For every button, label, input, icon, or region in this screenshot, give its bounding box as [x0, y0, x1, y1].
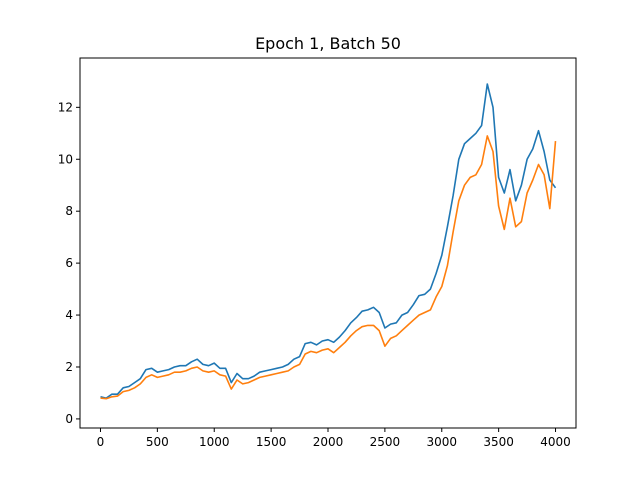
y-tick-label: 6: [65, 256, 73, 270]
x-tick-label: 1500: [256, 435, 287, 449]
x-tick-label: 3500: [483, 435, 514, 449]
x-tick-label: 0: [97, 435, 105, 449]
y-tick-label: 2: [65, 360, 73, 374]
y-tick-label: 10: [58, 152, 73, 166]
series-line-1: [100, 83, 557, 399]
x-tick-label: 2500: [370, 435, 401, 449]
x-tick-label: 4000: [540, 435, 571, 449]
x-axis: 0 500 1000 1500 2000 2500 3000 3500 4000: [97, 428, 571, 449]
x-tick-label: 2000: [313, 435, 344, 449]
x-tick-label: 500: [146, 435, 169, 449]
chart-title: Epoch 1, Batch 50: [255, 34, 401, 53]
y-tick-label: 4: [65, 308, 73, 322]
y-tick-label: 8: [65, 204, 73, 218]
x-tick-label: 3000: [426, 435, 457, 449]
y-tick-label: 0: [65, 412, 73, 426]
series-line-2: [100, 135, 557, 400]
x-tick-label: 1000: [199, 435, 230, 449]
y-tick-label: 12: [58, 100, 73, 114]
y-axis: 0 2 4 6 8 10 12: [58, 100, 80, 426]
